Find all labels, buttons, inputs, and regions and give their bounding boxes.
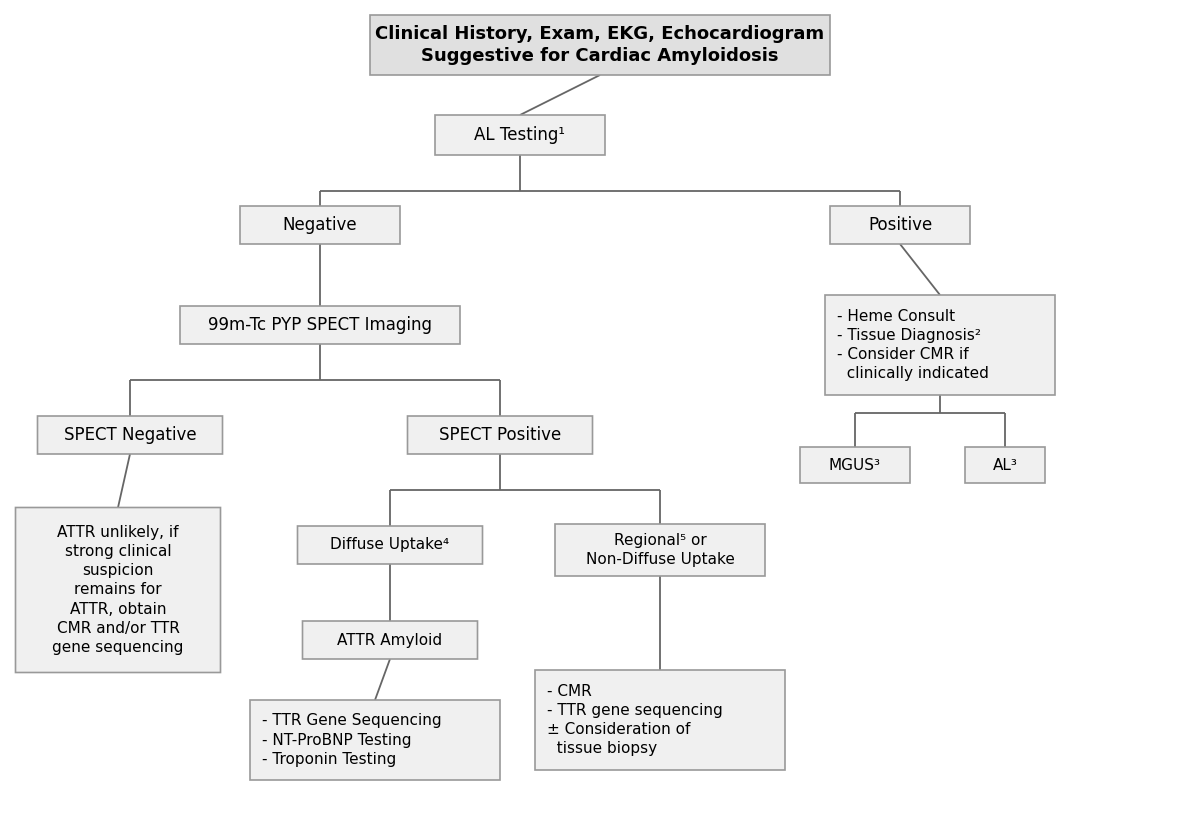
FancyBboxPatch shape [554, 524, 766, 576]
FancyBboxPatch shape [965, 447, 1045, 483]
FancyBboxPatch shape [16, 508, 221, 672]
FancyBboxPatch shape [436, 115, 605, 155]
Text: ATTR unlikely, if
strong clinical
suspicion
remains for
ATTR, obtain
CMR and/or : ATTR unlikely, if strong clinical suspic… [53, 525, 184, 655]
FancyBboxPatch shape [826, 295, 1055, 395]
FancyBboxPatch shape [302, 621, 478, 659]
Text: Clinical History, Exam, EKG, Echocardiogram
Suggestive for Cardiac Amyloidosis: Clinical History, Exam, EKG, Echocardiog… [376, 24, 824, 65]
FancyBboxPatch shape [800, 447, 910, 483]
Text: Diffuse Uptake⁴: Diffuse Uptake⁴ [330, 538, 450, 553]
Text: MGUS³: MGUS³ [829, 458, 881, 473]
Text: AL³: AL³ [992, 458, 1018, 473]
FancyBboxPatch shape [408, 416, 593, 454]
Text: ATTR Amyloid: ATTR Amyloid [337, 632, 443, 647]
FancyBboxPatch shape [240, 206, 400, 244]
Text: Regional⁵ or
Non-Diffuse Uptake: Regional⁵ or Non-Diffuse Uptake [586, 533, 734, 567]
FancyBboxPatch shape [535, 670, 785, 770]
Text: - CMR
- TTR gene sequencing
± Consideration of
  tissue biopsy: - CMR - TTR gene sequencing ± Considerat… [547, 684, 722, 757]
Text: Positive: Positive [868, 216, 932, 234]
FancyBboxPatch shape [180, 306, 460, 344]
FancyBboxPatch shape [830, 206, 970, 244]
Text: - TTR Gene Sequencing
- NT-ProBNP Testing
- Troponin Testing: - TTR Gene Sequencing - NT-ProBNP Testin… [262, 713, 442, 767]
Text: SPECT Positive: SPECT Positive [439, 426, 562, 444]
Text: - Heme Consult
- Tissue Diagnosis²
- Consider CMR if
  clinically indicated: - Heme Consult - Tissue Diagnosis² - Con… [838, 309, 989, 382]
Text: Negative: Negative [283, 216, 358, 234]
FancyBboxPatch shape [37, 416, 222, 454]
Text: 99m-Tc PYP SPECT Imaging: 99m-Tc PYP SPECT Imaging [208, 316, 432, 334]
Text: AL Testing¹: AL Testing¹ [474, 126, 565, 144]
FancyBboxPatch shape [298, 526, 482, 564]
FancyBboxPatch shape [250, 700, 500, 780]
Text: SPECT Negative: SPECT Negative [64, 426, 197, 444]
FancyBboxPatch shape [370, 15, 830, 75]
